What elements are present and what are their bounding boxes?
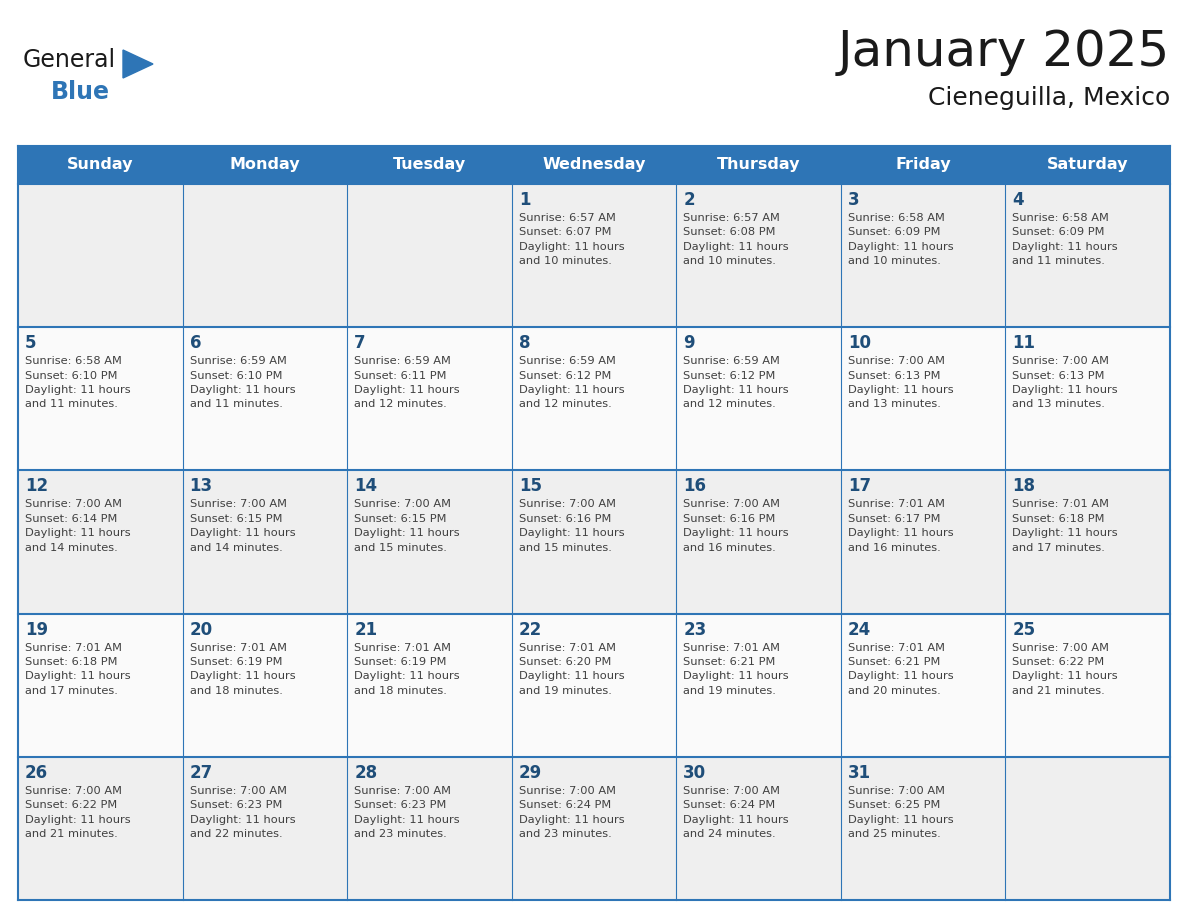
- Text: January 2025: January 2025: [838, 28, 1170, 76]
- Text: Sunrise: 7:00 AM
Sunset: 6:22 PM
Daylight: 11 hours
and 21 minutes.: Sunrise: 7:00 AM Sunset: 6:22 PM Dayligh…: [1012, 643, 1118, 696]
- Text: Sunrise: 7:01 AM
Sunset: 6:19 PM
Daylight: 11 hours
and 18 minutes.: Sunrise: 7:01 AM Sunset: 6:19 PM Dayligh…: [190, 643, 295, 696]
- Text: Friday: Friday: [896, 158, 950, 173]
- Text: Sunrise: 7:01 AM
Sunset: 6:18 PM
Daylight: 11 hours
and 17 minutes.: Sunrise: 7:01 AM Sunset: 6:18 PM Dayligh…: [1012, 499, 1118, 553]
- Text: Monday: Monday: [229, 158, 301, 173]
- Text: Sunrise: 7:01 AM
Sunset: 6:17 PM
Daylight: 11 hours
and 16 minutes.: Sunrise: 7:01 AM Sunset: 6:17 PM Dayligh…: [848, 499, 954, 553]
- Text: Sunrise: 7:01 AM
Sunset: 6:21 PM
Daylight: 11 hours
and 19 minutes.: Sunrise: 7:01 AM Sunset: 6:21 PM Dayligh…: [683, 643, 789, 696]
- Text: 24: 24: [848, 621, 871, 639]
- Text: Sunrise: 7:01 AM
Sunset: 6:21 PM
Daylight: 11 hours
and 20 minutes.: Sunrise: 7:01 AM Sunset: 6:21 PM Dayligh…: [848, 643, 954, 696]
- Text: Sunrise: 7:00 AM
Sunset: 6:23 PM
Daylight: 11 hours
and 23 minutes.: Sunrise: 7:00 AM Sunset: 6:23 PM Dayligh…: [354, 786, 460, 839]
- Text: Tuesday: Tuesday: [393, 158, 466, 173]
- Text: Wednesday: Wednesday: [542, 158, 646, 173]
- Text: 22: 22: [519, 621, 542, 639]
- Text: 20: 20: [190, 621, 213, 639]
- Text: Sunrise: 6:58 AM
Sunset: 6:09 PM
Daylight: 11 hours
and 11 minutes.: Sunrise: 6:58 AM Sunset: 6:09 PM Dayligh…: [1012, 213, 1118, 266]
- Text: 30: 30: [683, 764, 707, 782]
- Text: Sunrise: 7:01 AM
Sunset: 6:19 PM
Daylight: 11 hours
and 18 minutes.: Sunrise: 7:01 AM Sunset: 6:19 PM Dayligh…: [354, 643, 460, 696]
- Text: 29: 29: [519, 764, 542, 782]
- Text: Thursday: Thursday: [716, 158, 801, 173]
- Bar: [18, 184, 1170, 327]
- Text: Sunrise: 6:59 AM
Sunset: 6:12 PM
Daylight: 11 hours
and 12 minutes.: Sunrise: 6:59 AM Sunset: 6:12 PM Dayligh…: [519, 356, 625, 409]
- Text: Saturday: Saturday: [1047, 158, 1129, 173]
- Text: Sunrise: 6:58 AM
Sunset: 6:10 PM
Daylight: 11 hours
and 11 minutes.: Sunrise: 6:58 AM Sunset: 6:10 PM Dayligh…: [25, 356, 131, 409]
- Text: Sunrise: 7:00 AM
Sunset: 6:15 PM
Daylight: 11 hours
and 14 minutes.: Sunrise: 7:00 AM Sunset: 6:15 PM Dayligh…: [190, 499, 295, 553]
- Text: Sunrise: 7:00 AM
Sunset: 6:13 PM
Daylight: 11 hours
and 13 minutes.: Sunrise: 7:00 AM Sunset: 6:13 PM Dayligh…: [1012, 356, 1118, 409]
- Text: 17: 17: [848, 477, 871, 496]
- Text: 25: 25: [1012, 621, 1036, 639]
- Text: Sunrise: 6:57 AM
Sunset: 6:08 PM
Daylight: 11 hours
and 10 minutes.: Sunrise: 6:57 AM Sunset: 6:08 PM Dayligh…: [683, 213, 789, 266]
- Text: 12: 12: [25, 477, 49, 496]
- Text: 14: 14: [354, 477, 378, 496]
- Text: 6: 6: [190, 334, 201, 353]
- Bar: [18, 756, 1170, 900]
- Text: 5: 5: [25, 334, 37, 353]
- Text: Cieneguilla, Mexico: Cieneguilla, Mexico: [928, 86, 1170, 110]
- Text: Sunday: Sunday: [67, 158, 133, 173]
- Text: 13: 13: [190, 477, 213, 496]
- Text: Sunrise: 7:00 AM
Sunset: 6:13 PM
Daylight: 11 hours
and 13 minutes.: Sunrise: 7:00 AM Sunset: 6:13 PM Dayligh…: [848, 356, 954, 409]
- Text: Sunrise: 7:00 AM
Sunset: 6:23 PM
Daylight: 11 hours
and 22 minutes.: Sunrise: 7:00 AM Sunset: 6:23 PM Dayligh…: [190, 786, 295, 839]
- Text: 9: 9: [683, 334, 695, 353]
- Text: 11: 11: [1012, 334, 1036, 353]
- Text: 28: 28: [354, 764, 378, 782]
- Text: Blue: Blue: [51, 80, 110, 104]
- Text: 26: 26: [25, 764, 49, 782]
- Text: Sunrise: 6:57 AM
Sunset: 6:07 PM
Daylight: 11 hours
and 10 minutes.: Sunrise: 6:57 AM Sunset: 6:07 PM Dayligh…: [519, 213, 625, 266]
- Text: 16: 16: [683, 477, 707, 496]
- Text: 10: 10: [848, 334, 871, 353]
- Text: 21: 21: [354, 621, 378, 639]
- Text: 8: 8: [519, 334, 530, 353]
- Polygon shape: [124, 50, 153, 78]
- Text: Sunrise: 7:00 AM
Sunset: 6:22 PM
Daylight: 11 hours
and 21 minutes.: Sunrise: 7:00 AM Sunset: 6:22 PM Dayligh…: [25, 786, 131, 839]
- Text: Sunrise: 7:00 AM
Sunset: 6:14 PM
Daylight: 11 hours
and 14 minutes.: Sunrise: 7:00 AM Sunset: 6:14 PM Dayligh…: [25, 499, 131, 553]
- Text: 27: 27: [190, 764, 213, 782]
- Text: Sunrise: 7:00 AM
Sunset: 6:24 PM
Daylight: 11 hours
and 24 minutes.: Sunrise: 7:00 AM Sunset: 6:24 PM Dayligh…: [683, 786, 789, 839]
- Text: Sunrise: 6:58 AM
Sunset: 6:09 PM
Daylight: 11 hours
and 10 minutes.: Sunrise: 6:58 AM Sunset: 6:09 PM Dayligh…: [848, 213, 954, 266]
- Text: Sunrise: 6:59 AM
Sunset: 6:10 PM
Daylight: 11 hours
and 11 minutes.: Sunrise: 6:59 AM Sunset: 6:10 PM Dayligh…: [190, 356, 295, 409]
- Text: 7: 7: [354, 334, 366, 353]
- Bar: [18, 146, 1170, 184]
- Text: Sunrise: 7:00 AM
Sunset: 6:16 PM
Daylight: 11 hours
and 16 minutes.: Sunrise: 7:00 AM Sunset: 6:16 PM Dayligh…: [683, 499, 789, 553]
- Text: 1: 1: [519, 191, 530, 209]
- Text: Sunrise: 7:01 AM
Sunset: 6:18 PM
Daylight: 11 hours
and 17 minutes.: Sunrise: 7:01 AM Sunset: 6:18 PM Dayligh…: [25, 643, 131, 696]
- Bar: [18, 470, 1170, 613]
- Text: 19: 19: [25, 621, 49, 639]
- Text: 18: 18: [1012, 477, 1036, 496]
- Text: 15: 15: [519, 477, 542, 496]
- Text: 23: 23: [683, 621, 707, 639]
- Text: Sunrise: 6:59 AM
Sunset: 6:12 PM
Daylight: 11 hours
and 12 minutes.: Sunrise: 6:59 AM Sunset: 6:12 PM Dayligh…: [683, 356, 789, 409]
- Text: Sunrise: 7:01 AM
Sunset: 6:20 PM
Daylight: 11 hours
and 19 minutes.: Sunrise: 7:01 AM Sunset: 6:20 PM Dayligh…: [519, 643, 625, 696]
- Text: 4: 4: [1012, 191, 1024, 209]
- Text: 2: 2: [683, 191, 695, 209]
- Bar: [18, 613, 1170, 756]
- Text: Sunrise: 7:00 AM
Sunset: 6:15 PM
Daylight: 11 hours
and 15 minutes.: Sunrise: 7:00 AM Sunset: 6:15 PM Dayligh…: [354, 499, 460, 553]
- Text: 3: 3: [848, 191, 859, 209]
- Text: Sunrise: 6:59 AM
Sunset: 6:11 PM
Daylight: 11 hours
and 12 minutes.: Sunrise: 6:59 AM Sunset: 6:11 PM Dayligh…: [354, 356, 460, 409]
- Text: 31: 31: [848, 764, 871, 782]
- Text: General: General: [23, 48, 116, 72]
- Text: Sunrise: 7:00 AM
Sunset: 6:25 PM
Daylight: 11 hours
and 25 minutes.: Sunrise: 7:00 AM Sunset: 6:25 PM Dayligh…: [848, 786, 954, 839]
- Text: Sunrise: 7:00 AM
Sunset: 6:24 PM
Daylight: 11 hours
and 23 minutes.: Sunrise: 7:00 AM Sunset: 6:24 PM Dayligh…: [519, 786, 625, 839]
- Bar: [18, 327, 1170, 470]
- Text: Sunrise: 7:00 AM
Sunset: 6:16 PM
Daylight: 11 hours
and 15 minutes.: Sunrise: 7:00 AM Sunset: 6:16 PM Dayligh…: [519, 499, 625, 553]
